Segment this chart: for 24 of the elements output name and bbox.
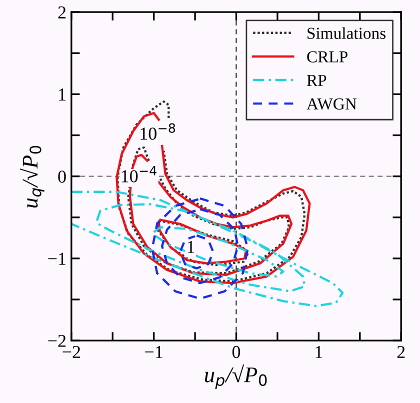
y-tick-label: 0: [58, 170, 66, 183]
y-tick-label: −2: [48, 334, 66, 347]
legend-label: Simulations: [308, 27, 386, 39]
x-tick-label: 1: [316, 346, 322, 358]
y-tick-label: 2: [58, 6, 66, 18]
annotation: 10$^{−8}$: [140, 123, 176, 140]
line-series: [179, 234, 214, 270]
x-tick-label: −1: [145, 346, 162, 358]
annotation: 10$^{−4}$: [122, 166, 156, 182]
y-tick-label: −1: [48, 252, 66, 265]
y-tick-label: 1: [59, 88, 66, 100]
x-tick-label: 2: [397, 346, 405, 358]
line-series: [160, 208, 240, 284]
x-axis-title: u$_{p}$/√P$_{0}$: [205, 364, 267, 390]
line-series: [94, 203, 306, 292]
line-series: [71, 190, 344, 308]
legend-label: CRLP: [307, 51, 348, 62]
line-series: [151, 197, 249, 300]
legend-label: AWGN: [306, 98, 357, 110]
annotation: 1: [188, 240, 194, 253]
x-tick-label: 0: [232, 346, 240, 358]
line-series: [151, 226, 284, 278]
y-axis-title: u$_{q}$/√P$_{0}$: [20, 146, 44, 208]
legend-label: RP: [306, 74, 326, 86]
